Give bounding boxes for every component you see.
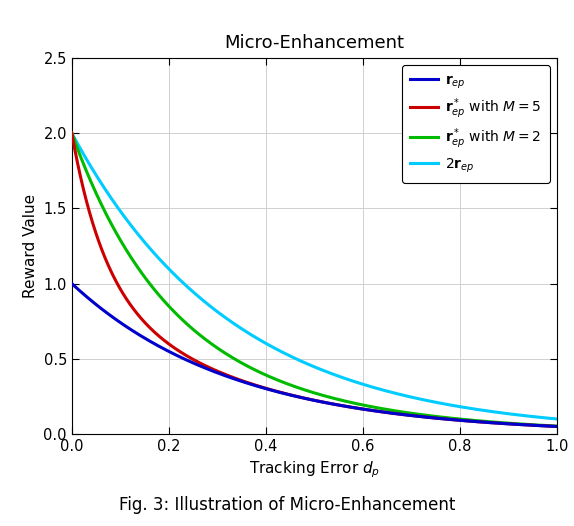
Y-axis label: Reward Value: Reward Value — [23, 194, 38, 298]
X-axis label: Tracking Error $d_p$: Tracking Error $d_p$ — [249, 459, 380, 480]
Text: Fig. 3: Illustration of Micro-Enhancement: Fig. 3: Illustration of Micro-Enhancemen… — [119, 496, 455, 514]
Title: Micro-Enhancement: Micro-Enhancement — [224, 34, 404, 52]
Legend: $\mathbf{r}_{ep}$, $\mathbf{r}^*_{ep}$ with $M = 5$, $\mathbf{r}^*_{ep}$ with $M: $\mathbf{r}_{ep}$, $\mathbf{r}^*_{ep}$ w… — [402, 65, 550, 183]
